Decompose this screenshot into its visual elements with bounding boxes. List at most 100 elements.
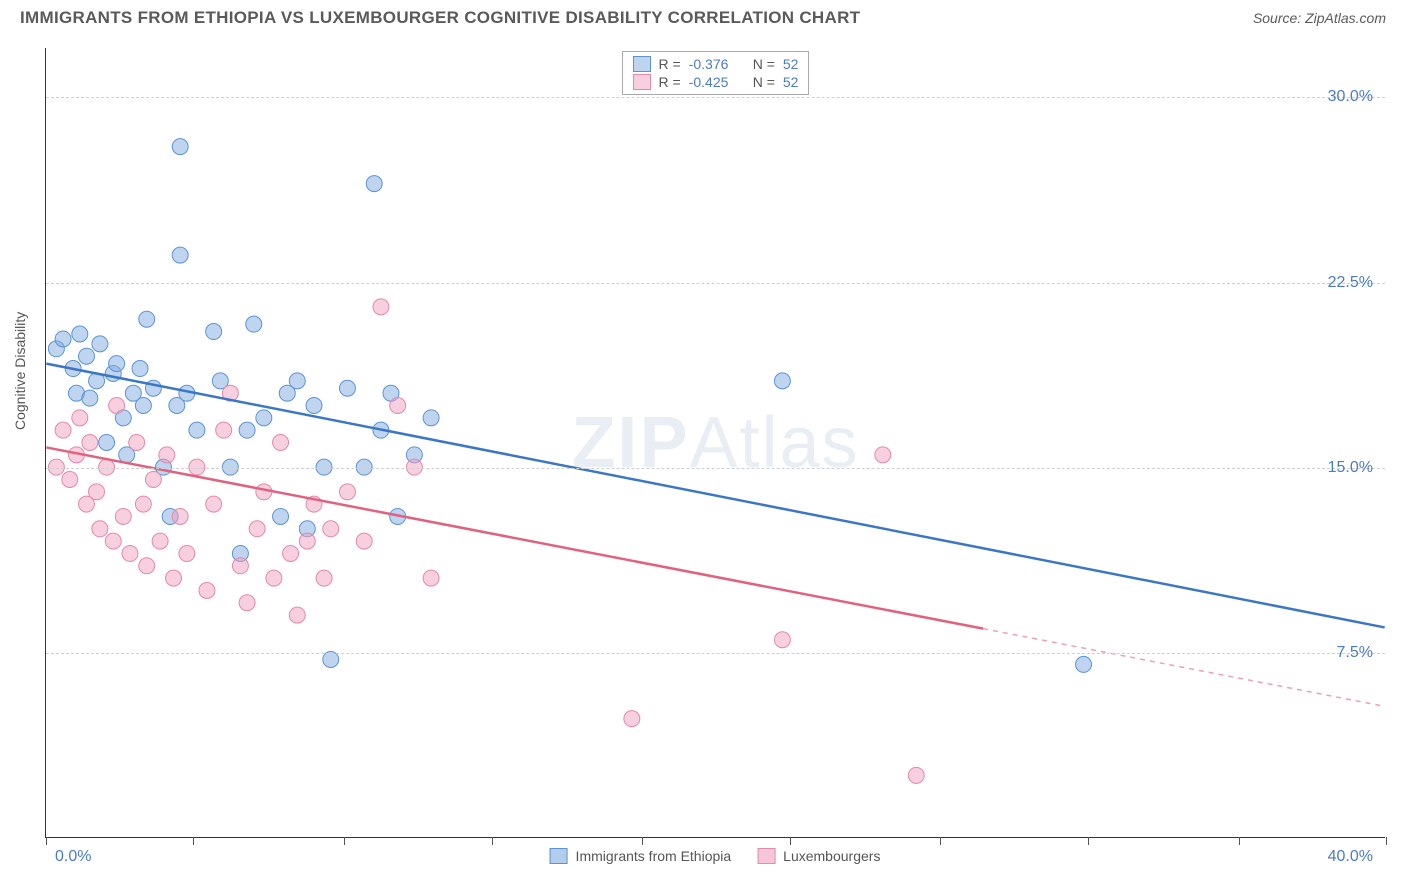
data-point (189, 422, 205, 438)
data-point (206, 496, 222, 512)
data-point (356, 533, 372, 549)
data-point (266, 570, 282, 586)
legend-swatch (633, 56, 651, 72)
data-point (373, 299, 389, 315)
chart-plot-area: ZIPAtlas R =-0.376N =52R =-0.425N =52 7.… (45, 48, 1385, 838)
data-point (165, 570, 181, 586)
data-point (92, 521, 108, 537)
r-value: -0.376 (689, 56, 739, 72)
n-label: N = (753, 56, 775, 72)
x-axis-labels: 0.0% Immigrants from Ethiopia Luxembourge… (45, 848, 1385, 878)
legend-swatch (757, 848, 775, 864)
y-tick-label: 30.0% (1328, 88, 1373, 106)
r-label: R = (659, 74, 681, 90)
y-tick-label: 15.0% (1328, 459, 1373, 477)
data-point (139, 311, 155, 327)
data-point (89, 484, 105, 500)
gridline (46, 468, 1385, 469)
data-point (339, 380, 355, 396)
gridline (46, 283, 1385, 284)
legend-swatch (633, 74, 651, 90)
n-value: 52 (783, 74, 799, 90)
legend-item: Immigrants from Ethiopia (550, 848, 732, 864)
scatter-svg (46, 48, 1385, 837)
y-axis-label: Cognitive Disability (12, 312, 28, 430)
data-point (172, 508, 188, 524)
data-point (423, 570, 439, 586)
data-point (72, 410, 88, 426)
x-tick (1088, 837, 1089, 845)
r-value: -0.425 (689, 74, 739, 90)
data-point (774, 632, 790, 648)
data-point (774, 373, 790, 389)
data-point (135, 496, 151, 512)
gridline (46, 97, 1385, 98)
x-axis-min-label: 0.0% (55, 848, 91, 866)
data-point (152, 533, 168, 549)
trend-line (46, 447, 983, 628)
legend-label: Luxembourgers (783, 848, 880, 864)
data-point (366, 176, 382, 192)
data-point (115, 508, 131, 524)
data-point (139, 558, 155, 574)
data-point (92, 336, 108, 352)
legend-item: Luxembourgers (757, 848, 880, 864)
data-point (289, 373, 305, 389)
data-point (908, 767, 924, 783)
r-label: R = (659, 56, 681, 72)
x-tick (790, 837, 791, 845)
x-tick (642, 837, 643, 845)
data-point (109, 356, 125, 372)
y-tick-label: 22.5% (1328, 274, 1373, 292)
y-tick-label: 7.5% (1337, 644, 1373, 662)
correlation-legend: R = -0.376 N = 52 R = -0.425 N = 52 (622, 51, 810, 95)
data-point (216, 422, 232, 438)
data-point (316, 570, 332, 586)
data-point (283, 545, 299, 561)
data-point (239, 595, 255, 611)
x-tick (1386, 837, 1387, 845)
series-legend: Immigrants from Ethiopia Luxembourgers (550, 848, 881, 864)
data-point (159, 447, 175, 463)
gridline (46, 653, 1385, 654)
data-point (145, 471, 161, 487)
data-point (875, 447, 891, 463)
data-point (246, 316, 262, 332)
data-point (289, 607, 305, 623)
x-tick (193, 837, 194, 845)
data-point (172, 247, 188, 263)
n-value: 52 (783, 56, 799, 72)
data-point (172, 139, 188, 155)
x-axis-max-label: 40.0% (1328, 848, 1373, 866)
data-point (206, 324, 222, 340)
x-tick (1239, 837, 1240, 845)
chart-title: IMMIGRANTS FROM ETHIOPIA VS LUXEMBOURGER… (20, 8, 860, 28)
correlation-legend-row: R = -0.376 N = 52 (633, 55, 799, 73)
data-point (132, 361, 148, 377)
data-point (239, 422, 255, 438)
data-point (390, 398, 406, 414)
data-point (232, 558, 248, 574)
data-point (273, 508, 289, 524)
x-tick (46, 837, 47, 845)
data-point (179, 545, 195, 561)
data-point (249, 521, 265, 537)
correlation-legend-row: R = -0.425 N = 52 (633, 73, 799, 91)
data-point (55, 331, 71, 347)
data-point (624, 711, 640, 727)
data-point (323, 651, 339, 667)
data-point (423, 410, 439, 426)
data-point (299, 533, 315, 549)
x-tick (344, 837, 345, 845)
data-point (339, 484, 355, 500)
source-label: Source: ZipAtlas.com (1253, 10, 1386, 26)
x-tick (492, 837, 493, 845)
data-point (256, 410, 272, 426)
data-point (55, 422, 71, 438)
data-point (62, 471, 78, 487)
n-label: N = (753, 74, 775, 90)
data-point (105, 533, 121, 549)
data-point (109, 398, 125, 414)
data-point (122, 545, 138, 561)
legend-label: Immigrants from Ethiopia (576, 848, 732, 864)
